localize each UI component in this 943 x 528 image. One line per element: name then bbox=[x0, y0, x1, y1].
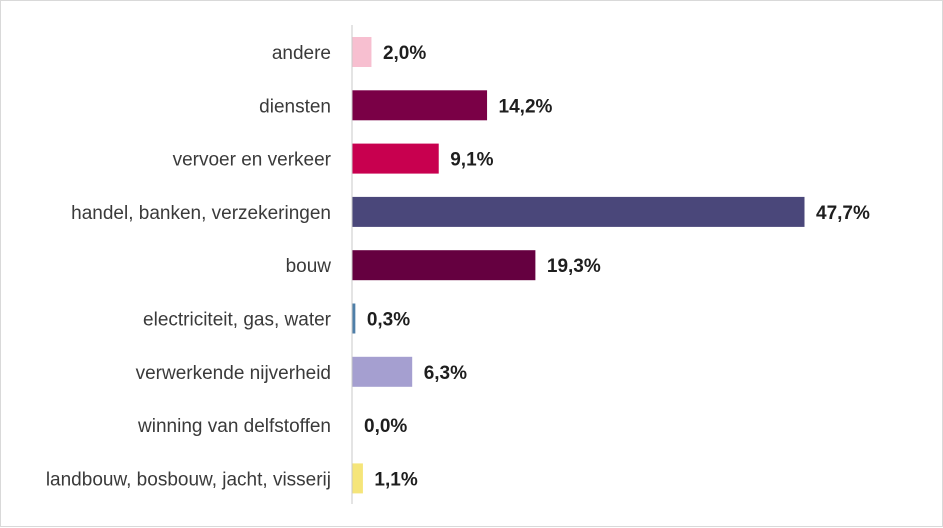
bar bbox=[352, 90, 488, 121]
category-label: electriciteit, gas, water bbox=[143, 310, 332, 331]
category-label: vervoer en verkeer bbox=[173, 150, 332, 171]
category-label: diensten bbox=[259, 96, 331, 117]
category-label: landbouw, bosbouw, jacht, visserij bbox=[46, 469, 331, 490]
data-label: 14,2% bbox=[499, 96, 553, 117]
category-label: bouw bbox=[286, 256, 332, 277]
data-label: 6,3% bbox=[424, 363, 467, 384]
category-label: handel, banken, verzekeringen bbox=[71, 203, 331, 224]
data-label: 1,1% bbox=[374, 469, 417, 490]
data-label: 2,0% bbox=[383, 43, 426, 64]
bar bbox=[352, 143, 439, 174]
bar bbox=[352, 463, 363, 494]
bar bbox=[352, 37, 372, 67]
bar bbox=[352, 250, 536, 281]
data-label: 0,0% bbox=[364, 416, 407, 437]
bar bbox=[352, 196, 805, 227]
bar bbox=[352, 356, 413, 387]
category-label: winning van delfstoffen bbox=[137, 416, 331, 437]
data-label: 9,1% bbox=[450, 150, 493, 171]
category-label: verwerkende nijverheid bbox=[136, 363, 331, 384]
data-label: 47,7% bbox=[816, 203, 870, 224]
data-label: 19,3% bbox=[547, 256, 601, 277]
category-label: andere bbox=[272, 43, 331, 64]
bar bbox=[352, 303, 356, 334]
data-label: 0,3% bbox=[367, 310, 410, 331]
